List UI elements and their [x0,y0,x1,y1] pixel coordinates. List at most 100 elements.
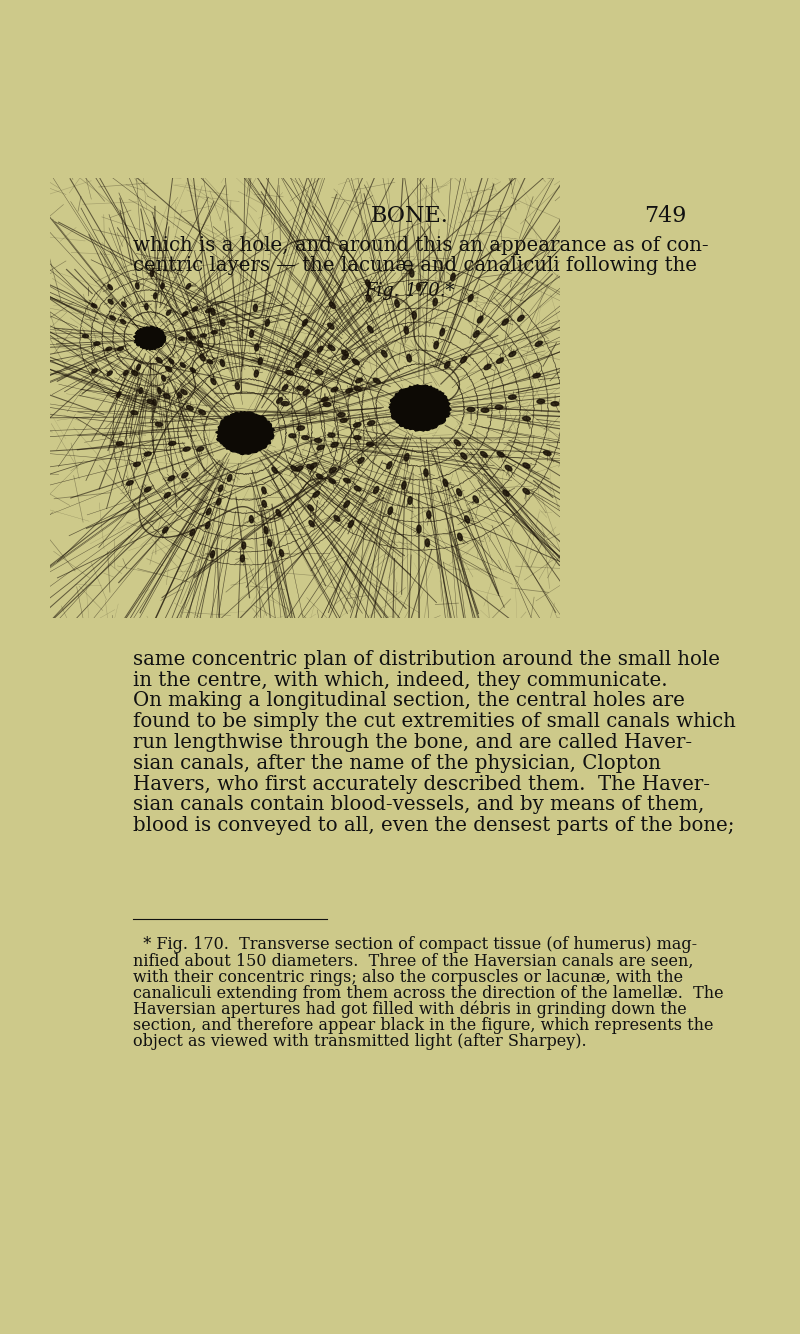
Ellipse shape [235,383,239,390]
Ellipse shape [153,399,156,406]
Ellipse shape [503,490,509,496]
Text: nified about 150 diameters.  Three of the Haversian canals are seen,: nified about 150 diameters. Three of the… [134,952,694,970]
Ellipse shape [338,412,345,418]
Ellipse shape [340,419,347,423]
Text: Havers, who first accurately described them.  The Haver-: Havers, who first accurately described t… [134,775,710,794]
Text: same concentric plan of distribution around the small hole: same concentric plan of distribution aro… [134,650,720,668]
Ellipse shape [346,388,353,392]
Ellipse shape [461,452,467,459]
Ellipse shape [329,479,335,483]
Ellipse shape [310,463,317,468]
Ellipse shape [168,476,174,480]
Ellipse shape [331,387,338,392]
Ellipse shape [201,334,206,338]
Ellipse shape [166,367,172,372]
Ellipse shape [302,436,309,440]
Ellipse shape [366,295,371,301]
Ellipse shape [155,423,162,427]
Ellipse shape [354,436,361,440]
Ellipse shape [110,316,115,320]
Ellipse shape [433,299,438,305]
Ellipse shape [163,394,170,399]
Ellipse shape [342,355,348,360]
Ellipse shape [313,491,319,498]
Ellipse shape [468,295,473,301]
Ellipse shape [258,358,262,364]
Ellipse shape [297,386,305,391]
Ellipse shape [262,487,266,494]
Ellipse shape [533,374,540,378]
Ellipse shape [535,342,542,347]
Ellipse shape [116,442,123,446]
Text: sian canals, after the name of the physician, Clopton: sian canals, after the name of the physi… [134,754,662,772]
Ellipse shape [467,407,475,412]
Ellipse shape [317,474,323,479]
Ellipse shape [264,527,268,534]
Text: section, and therefore appear black in the figure, which represents the: section, and therefore appear black in t… [134,1017,714,1034]
Text: canaliculi extending from them across the direction of the lamellæ.  The: canaliculi extending from them across th… [134,984,724,1002]
Text: centric layers — the lacunæ and canaliculi following the: centric layers — the lacunæ and canalicu… [134,256,698,275]
Ellipse shape [296,466,303,471]
Ellipse shape [241,555,244,562]
Ellipse shape [478,316,483,323]
Text: found to be simply the cut extremities of small canals which: found to be simply the cut extremities o… [134,712,736,731]
Ellipse shape [147,399,154,404]
Ellipse shape [282,384,288,391]
Ellipse shape [366,280,370,287]
Ellipse shape [160,336,165,342]
Text: in the centre, with which, indeed, they communicate.: in the centre, with which, indeed, they … [134,671,668,690]
Ellipse shape [344,500,350,507]
Ellipse shape [426,539,430,547]
Ellipse shape [277,398,282,403]
Ellipse shape [328,323,334,329]
Ellipse shape [317,446,324,450]
Ellipse shape [106,347,112,351]
Ellipse shape [308,504,314,511]
Ellipse shape [276,510,281,516]
Ellipse shape [348,520,354,527]
Ellipse shape [374,487,378,494]
Ellipse shape [330,301,335,308]
Ellipse shape [254,344,258,351]
Ellipse shape [154,293,157,299]
Ellipse shape [314,439,322,443]
Ellipse shape [518,315,524,321]
Ellipse shape [505,466,512,471]
Ellipse shape [481,408,489,412]
Text: Haversian apertures had got filled with débris in grinding down the: Haversian apertures had got filled with … [134,1000,687,1018]
Ellipse shape [481,452,487,458]
Ellipse shape [200,355,205,362]
Ellipse shape [199,410,206,415]
Ellipse shape [135,283,139,289]
Ellipse shape [162,375,166,382]
Ellipse shape [123,371,128,376]
Ellipse shape [434,342,438,348]
Ellipse shape [461,356,466,363]
Ellipse shape [543,451,551,455]
Ellipse shape [424,468,428,476]
Text: * Fig. 170.  Transverse section of compact tissue (of humerus) mag-: * Fig. 170. Transverse section of compac… [134,936,698,954]
Ellipse shape [307,464,314,470]
Text: Fig. 170.*: Fig. 170.* [365,281,455,300]
Ellipse shape [250,516,254,523]
Ellipse shape [242,542,246,550]
Ellipse shape [82,335,89,338]
Ellipse shape [144,452,151,456]
Ellipse shape [289,434,296,438]
Ellipse shape [323,403,331,407]
Ellipse shape [394,300,399,307]
Ellipse shape [443,479,448,487]
Ellipse shape [302,319,307,325]
Ellipse shape [303,351,309,358]
Ellipse shape [354,387,362,391]
Ellipse shape [250,329,254,338]
Ellipse shape [227,475,232,482]
Ellipse shape [169,442,176,446]
Ellipse shape [405,454,409,462]
Ellipse shape [465,516,470,523]
Ellipse shape [186,284,190,289]
Ellipse shape [368,325,373,332]
Polygon shape [134,327,166,350]
Ellipse shape [279,550,284,556]
Text: run lengthwise through the bone, and are called Haver-: run lengthwise through the bone, and are… [134,732,693,752]
